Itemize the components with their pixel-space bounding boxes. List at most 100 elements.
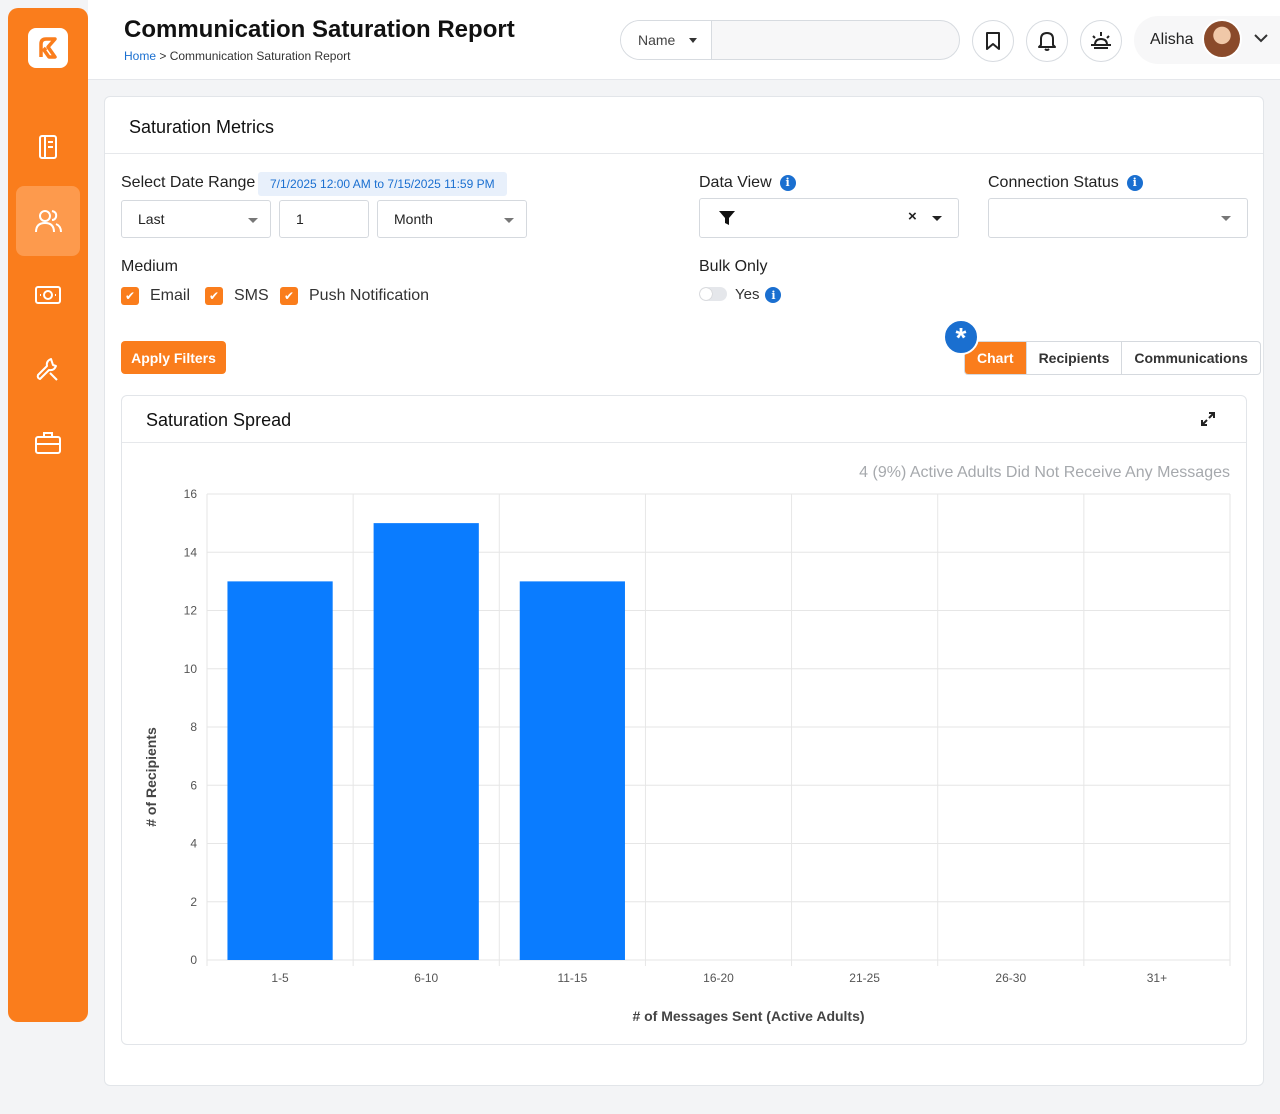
connection-status-label: Connection Status: [988, 174, 1119, 191]
data-view-label: Data View: [699, 174, 772, 191]
user-menu[interactable]: Alisha: [1134, 16, 1280, 64]
date-range-badge: 7/1/2025 12:00 AM to 7/15/2025 11:59 PM: [258, 172, 507, 196]
tab-recipients[interactable]: Recipients: [1025, 342, 1122, 374]
bar-chart: 0 2 4 6 8 10 12 14 16 1-5 6-10 11-15 16-20 21-25 26-30…: [143, 487, 1231, 1024]
x-axis-title: # of Messages Sent (Active Adults): [632, 1008, 864, 1024]
app-logo[interactable]: [28, 28, 68, 68]
range-count-input[interactable]: 1: [279, 200, 369, 238]
connection-status-label-row: Connection Status i: [988, 174, 1143, 192]
range-mode-value: Last: [138, 211, 165, 227]
bell-icon: [1038, 32, 1056, 51]
view-switcher: Chart Recipients Communications: [964, 341, 1261, 375]
bar: [519, 581, 625, 960]
sidebar: [8, 8, 88, 1022]
expand-icon[interactable]: [1200, 411, 1216, 427]
bulk-only-option-row: Yes i: [735, 286, 782, 304]
y-tick-label: 4: [190, 837, 197, 851]
y-tick-label: 10: [184, 662, 198, 676]
data-view-label-row: Data View i: [699, 174, 796, 192]
info-icon[interactable]: i: [1126, 174, 1143, 191]
breadcrumb-home-link[interactable]: Home: [124, 49, 157, 63]
chevron-down-icon: [1221, 216, 1231, 221]
bar: [227, 581, 333, 960]
briefcase-icon: [35, 432, 61, 454]
range-unit-select[interactable]: Month: [377, 200, 527, 238]
y-axis-title: # of Recipients: [143, 727, 159, 827]
x-tick-label: 11-15: [557, 971, 587, 985]
no-message-note: 4 (9%) Active Adults Did Not Receive Any…: [859, 464, 1230, 481]
x-tick-label: 31+: [1147, 971, 1167, 985]
chevron-down-icon[interactable]: [932, 216, 942, 221]
medium-push-label: Push Notification: [309, 287, 430, 304]
bulk-only-label: Bulk Only: [699, 258, 768, 275]
info-icon[interactable]: i: [765, 287, 782, 304]
saturation-metrics-card: Saturation Metrics Select Date Range 7/1…: [104, 96, 1264, 1086]
notebook-icon: [39, 135, 57, 159]
sidebar-item-briefcase[interactable]: [16, 408, 80, 478]
x-tick-label: 6-10: [414, 971, 438, 985]
medium-email-label: Email: [150, 287, 191, 304]
page-title: Communication Saturation Report: [124, 16, 515, 43]
apply-filters-button[interactable]: Apply Filters: [121, 341, 226, 374]
x-tick-label: 1-5: [271, 971, 289, 985]
wrench-icon: [36, 358, 58, 381]
y-tick-label: 2: [190, 895, 197, 909]
bulk-only-toggle[interactable]: [699, 287, 727, 301]
checkmark-icon: ✔: [205, 287, 223, 305]
medium-sms-checkbox[interactable]: ✔ SMS: [205, 287, 269, 305]
theme-button[interactable]: [1080, 20, 1122, 62]
notifications-button[interactable]: [1026, 20, 1068, 62]
connection-status-select[interactable]: [988, 198, 1248, 238]
breadcrumb: Home > Communication Saturation Report: [124, 49, 350, 63]
range-unit-value: Month: [394, 211, 433, 227]
avatar: [1202, 19, 1242, 59]
money-icon: [35, 286, 61, 304]
chart-title: Saturation Spread: [122, 396, 1246, 443]
search-type-select[interactable]: Name: [621, 21, 712, 59]
users-icon: [35, 210, 62, 233]
chevron-down-icon: [248, 218, 258, 223]
medium-email-checkbox[interactable]: ✔ Email: [121, 287, 190, 305]
sidebar-item-tools[interactable]: [16, 334, 80, 404]
sunrise-icon: [1091, 32, 1111, 49]
medium-push-checkbox[interactable]: ✔ Push Notification: [280, 287, 429, 305]
asterisk-icon: *: [943, 319, 979, 355]
bookmark-icon: [986, 32, 1000, 50]
breadcrumb-current: Communication Saturation Report: [169, 49, 351, 63]
logo-icon: [39, 37, 57, 59]
saturation-spread-card: Saturation Spread 4 (9%) Active Adults D…: [121, 395, 1247, 1045]
search-type-label: Name: [638, 32, 676, 48]
date-range-label: Select Date Range: [121, 174, 256, 191]
data-view-select[interactable]: ×: [699, 198, 959, 238]
bulk-only-option-label: Yes: [735, 286, 760, 303]
user-name: Alisha: [1150, 31, 1194, 48]
y-tick-label: 8: [190, 720, 197, 734]
filter-icon: [719, 211, 735, 225]
y-tick-label: 16: [184, 487, 198, 501]
chevron-down-icon: [1254, 34, 1268, 43]
tab-communications[interactable]: Communications: [1121, 342, 1260, 374]
range-mode-select[interactable]: Last: [121, 200, 271, 238]
y-tick-label: 14: [184, 545, 198, 559]
search-input[interactable]: [713, 21, 959, 59]
chevron-down-icon: [689, 37, 698, 43]
clear-icon[interactable]: ×: [908, 208, 917, 225]
chevron-down-icon: [504, 218, 514, 223]
medium-label: Medium: [121, 258, 178, 275]
bookmark-button[interactable]: [972, 20, 1014, 62]
info-icon[interactable]: i: [779, 174, 796, 191]
checkmark-icon: ✔: [121, 287, 139, 305]
sidebar-item-users[interactable]: [16, 186, 80, 256]
range-count-value: 1: [296, 211, 304, 227]
y-tick-label: 12: [184, 604, 198, 618]
y-tick-label: 6: [190, 778, 197, 792]
y-tick-label: 0: [190, 953, 197, 967]
sidebar-item-notebook[interactable]: [16, 112, 80, 182]
card-title: Saturation Metrics: [105, 97, 1263, 154]
sidebar-item-finance[interactable]: [16, 260, 80, 330]
breadcrumb-separator: >: [159, 49, 167, 63]
x-tick-label: 21-25: [849, 971, 880, 985]
checkmark-icon: ✔: [280, 287, 298, 305]
x-tick-label: 16-20: [703, 971, 734, 985]
medium-sms-label: SMS: [234, 287, 269, 304]
